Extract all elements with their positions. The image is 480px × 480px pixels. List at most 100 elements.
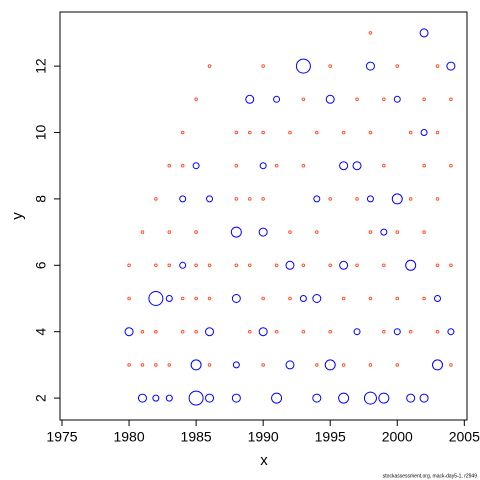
bubble [341, 363, 346, 367]
bubble [180, 329, 185, 334]
bubble [355, 263, 359, 268]
y-tick-label: 6 [33, 261, 49, 269]
bubble [258, 327, 268, 337]
bubble [405, 259, 417, 271]
bubble [259, 162, 267, 170]
bubble [180, 296, 185, 301]
bubble [328, 197, 333, 201]
bubble [446, 61, 456, 71]
bubble [431, 359, 443, 371]
bubble [234, 263, 239, 268]
bubble [127, 296, 131, 301]
bubble [420, 129, 428, 137]
bubble [179, 261, 187, 269]
bubble [382, 97, 386, 102]
bubble [368, 296, 373, 301]
bubble [408, 130, 413, 135]
bubble [274, 329, 279, 334]
bubble [341, 130, 346, 135]
bubble [328, 64, 333, 68]
bubble [447, 328, 455, 336]
bubble [435, 197, 440, 201]
bubble [395, 296, 400, 301]
bubble [234, 130, 239, 135]
bubble [247, 130, 252, 135]
y-tick-label: 8 [33, 195, 49, 203]
x-tick-label: 1980 [113, 429, 144, 445]
bubble [365, 61, 375, 71]
bubble [422, 97, 426, 102]
bubble [355, 197, 359, 201]
bubble [315, 363, 319, 367]
bubble [395, 64, 400, 68]
bubble [395, 363, 400, 367]
bubble [261, 363, 265, 367]
bubble [380, 228, 388, 236]
bubble [393, 95, 401, 103]
bubble [207, 263, 212, 268]
bubble [148, 290, 164, 306]
bubble [285, 360, 295, 370]
bubble [194, 97, 198, 102]
bubble [301, 97, 306, 102]
bubble [449, 97, 453, 102]
bubble [313, 195, 321, 203]
bubble [353, 328, 361, 336]
bubble [301, 263, 306, 268]
bubble [312, 293, 322, 303]
bubble [179, 195, 187, 203]
bubble [194, 329, 198, 334]
bubble [395, 230, 400, 234]
plot-frame [59, 11, 468, 421]
bubble [315, 230, 319, 234]
bubble [152, 394, 160, 402]
bubble [325, 94, 335, 104]
bubble [368, 31, 373, 35]
bubble [167, 263, 172, 268]
x-tick-label: 1985 [181, 429, 212, 445]
bubble [154, 197, 158, 201]
bubble [194, 263, 198, 268]
bubble [339, 161, 349, 171]
bubble [205, 327, 215, 337]
bubble [435, 329, 440, 334]
bubble [315, 130, 319, 135]
bubble [194, 296, 198, 301]
x-tick-label: 1995 [315, 429, 346, 445]
bubble [167, 230, 172, 234]
x-tick-label: 2005 [449, 429, 480, 445]
bubble [449, 363, 453, 367]
bubble [258, 227, 268, 237]
bubble [271, 392, 283, 404]
bubble [127, 363, 131, 367]
bubble [192, 162, 200, 170]
bubble [207, 64, 212, 68]
bubble [261, 130, 265, 135]
bubble [165, 294, 173, 302]
x-tick-label: 1975 [46, 429, 77, 445]
y-tick-label: 2 [33, 394, 49, 402]
bubble [234, 163, 239, 168]
bubble [245, 94, 255, 104]
y-axis-label: y [9, 212, 26, 220]
bubble [288, 230, 292, 234]
bubble [301, 329, 306, 334]
bubble [324, 359, 336, 371]
bubble [355, 97, 359, 102]
bubble [273, 95, 281, 103]
bubble [435, 263, 440, 268]
bubble [190, 359, 202, 371]
bubble [328, 263, 333, 268]
bubble [188, 390, 204, 406]
bubble [231, 393, 241, 403]
bubble [127, 263, 131, 268]
bubble [288, 130, 292, 135]
bubble [247, 263, 252, 268]
bubble [247, 197, 252, 201]
bubble [422, 230, 426, 234]
bubble [274, 263, 279, 268]
bubble [299, 294, 307, 302]
bubble [312, 393, 322, 403]
bubble [408, 197, 413, 201]
bubble [449, 163, 453, 168]
